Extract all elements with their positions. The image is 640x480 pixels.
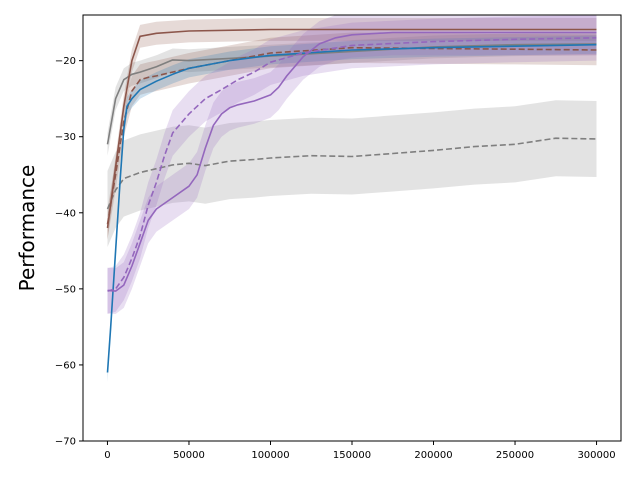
y-tick-label: −40 [55,208,76,219]
y-tick-label: −30 [55,132,76,143]
series-line-1 [106,137,597,210]
x-tick-label: 50000 [173,450,205,461]
series-lines [106,28,597,373]
y-axis-ticks: −70 −60 −50 −40 −30 −20 [55,56,83,448]
x-tick-label: 200000 [414,450,452,461]
series-line-4 [106,43,597,373]
series-band-2 [107,18,597,240]
y-tick-label: −70 [55,437,76,448]
x-tick-label: 100000 [251,450,289,461]
series-line-6 [107,37,597,292]
y-tick-label: −50 [55,284,76,295]
series-line-2 [106,28,597,229]
x-axis-ticks: 0 50000 100000 150000 200000 250000 300000 [104,441,616,461]
x-tick-label: 300000 [577,450,615,461]
y-axis-label: Performance [15,165,39,292]
series-band-1 [107,100,597,247]
x-tick-label: 250000 [496,450,534,461]
series-bands [107,15,597,382]
series-band-0 [107,32,597,156]
y-tick-label: −20 [55,56,76,67]
y-tick-label: −60 [55,360,76,371]
series-band-6 [107,15,597,314]
x-tick-label: 150000 [333,450,371,461]
series-band-3 [107,32,597,240]
x-tick-label: 0 [104,450,110,461]
series-line-5 [107,31,597,292]
series-band-5 [107,15,597,314]
